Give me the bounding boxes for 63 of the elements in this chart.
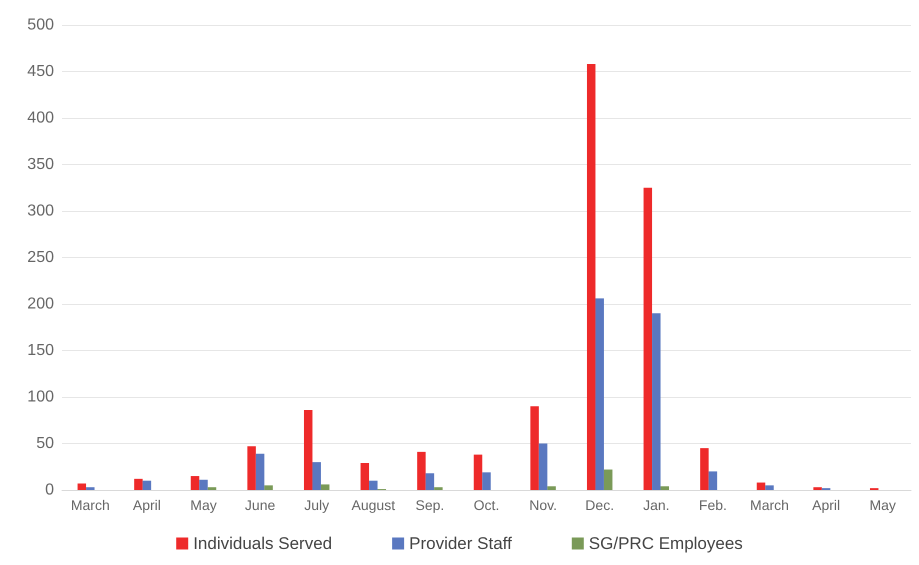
bar [708,471,718,490]
bar [426,473,434,490]
bar [304,410,312,490]
bar [320,484,330,490]
x-tick-label: May [869,497,896,513]
x-tick-label: Oct. [474,497,500,513]
bar [417,452,426,490]
bar [482,472,491,490]
bar [547,486,556,490]
x-tick-label: April [132,497,161,513]
bar [190,476,200,490]
bar [538,444,548,490]
legend-label: Individuals Served [193,534,332,553]
x-tick-label: July [304,497,330,513]
legend-label: SG/PRC Employees [588,534,743,553]
x-tick-label: August [352,497,396,513]
x-tick-label: April [812,497,840,513]
y-tick-label: 350 [27,156,54,173]
bar [369,480,378,490]
bar [78,483,86,490]
bar [644,188,652,490]
bar [312,462,321,490]
x-tick-label: Nov. [529,497,557,513]
bar [142,480,152,490]
x-tick-label: Sep. [415,497,444,513]
bar [660,486,670,490]
y-tick-label: 300 [27,202,54,220]
bar [434,487,443,490]
bar [256,454,264,490]
x-tick-label: Jan. [643,497,670,513]
bar [474,454,482,490]
bar [264,485,273,490]
bar [208,487,216,490]
y-tick-label: 150 [27,342,54,359]
x-tick-label: May [190,497,217,513]
bar [199,480,208,490]
bar [765,485,774,490]
y-tick-label: 0 [45,482,54,498]
y-tick-label: 100 [27,388,54,406]
bar [86,487,95,490]
y-tick-label: 50 [36,435,54,452]
bar [247,446,256,490]
bar [530,406,539,490]
bar [813,487,822,490]
bar [595,298,604,490]
y-tick-label: 400 [27,110,54,126]
bar [652,313,661,490]
bar [360,463,370,490]
legend-label: Provider Staff [409,534,512,553]
bar [586,64,596,490]
y-tick-label: 500 [27,16,54,34]
x-tick-label: Dec. [585,497,614,513]
bar [756,482,766,490]
bar [604,470,612,490]
y-tick-label: 450 [27,63,54,80]
bar [134,478,143,490]
x-tick-label: June [244,497,276,513]
y-tick-label: 200 [27,296,54,312]
x-tick-label: March [70,497,110,513]
bar [700,448,709,490]
x-tick-label: March [750,497,789,513]
y-tick-label: 250 [27,249,54,266]
x-tick-label: Feb. [698,497,727,513]
